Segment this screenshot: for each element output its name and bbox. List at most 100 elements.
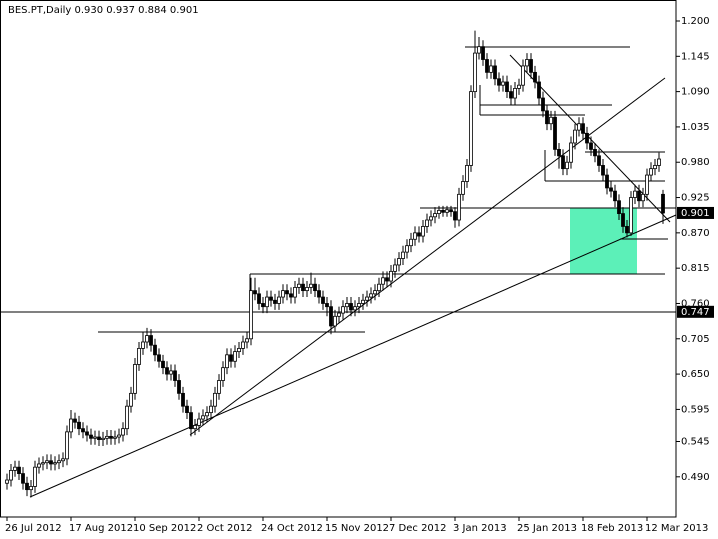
candle-body: [33, 466, 37, 487]
candle-body: [477, 46, 481, 54]
price-label: 0.747: [681, 307, 710, 318]
candle-body: [301, 283, 305, 292]
candle-body: [445, 209, 449, 213]
candle-body: [357, 303, 361, 308]
candle-body: [77, 421, 81, 430]
candle-body: [373, 290, 377, 295]
candle-body: [65, 431, 69, 460]
candle-body: [609, 187, 613, 192]
candle-body: [641, 193, 645, 202]
candle-body: [157, 354, 161, 362]
candle-body: [173, 370, 177, 381]
candle-body: [345, 303, 349, 308]
y-tick-label: 0.650: [681, 369, 710, 380]
candle-body: [561, 155, 565, 170]
candle-body: [517, 84, 521, 89]
candle-body: [613, 190, 617, 202]
candle-body: [557, 148, 561, 157]
candle-body: [21, 473, 25, 484]
x-tick-label: 24 Oct 2012: [261, 523, 323, 534]
candle-body: [205, 412, 209, 417]
candle-body: [93, 436, 97, 439]
candle-body: [365, 296, 369, 301]
candle-body: [509, 91, 513, 99]
candle-body: [245, 338, 249, 343]
candle-body: [545, 110, 549, 125]
y-tick-label: 1.090: [681, 87, 710, 98]
candle-body: [329, 306, 333, 327]
x-tick-label: 10 Sep 2012: [133, 523, 196, 534]
candle-body: [333, 315, 337, 327]
candle-body: [45, 460, 49, 464]
candle-body: [141, 341, 145, 349]
candle-body: [41, 462, 45, 465]
candle-body: [501, 81, 505, 86]
candle-body: [465, 165, 469, 182]
y-tick-label: 1.145: [681, 51, 710, 62]
candle-body: [37, 463, 41, 468]
candle-body: [313, 283, 317, 292]
candle-body: [201, 415, 205, 420]
candle-body: [233, 351, 237, 362]
candle-body: [449, 209, 453, 213]
candle-body: [493, 65, 497, 80]
candle-body: [521, 65, 525, 86]
candle-body: [321, 296, 325, 304]
candle-body: [237, 348, 241, 353]
candle-body: [125, 405, 129, 430]
candle-body: [601, 165, 605, 176]
candle-body: [101, 437, 105, 440]
candle-body: [261, 303, 265, 308]
y-tick-label: 0.815: [681, 263, 710, 274]
y-tick-label: 1.035: [681, 122, 710, 133]
candle-body: [461, 181, 465, 195]
candle-body: [213, 392, 217, 407]
candle-body: [621, 213, 625, 227]
candle-body: [661, 193, 665, 214]
x-tick-label: 25 Jan 2013: [517, 523, 577, 534]
candle-body: [305, 287, 309, 292]
y-tick-label: 0.980: [681, 157, 710, 168]
y-tick-label: 0.490: [681, 472, 710, 483]
candle-body: [197, 418, 201, 426]
candle-body: [145, 335, 149, 343]
trend-line: [29, 214, 677, 498]
candle-body: [629, 197, 633, 234]
candle-body: [401, 251, 405, 259]
candle-body: [633, 190, 637, 198]
candle-body: [53, 462, 57, 465]
candle-body: [73, 418, 77, 423]
candle-body: [153, 344, 157, 356]
candle-body: [397, 258, 401, 266]
candle-body: [309, 283, 313, 288]
candle-body: [481, 46, 485, 60]
x-tick-label: 26 Jul 2012: [5, 523, 62, 534]
candle-body: [617, 200, 621, 214]
y-tick-label: 0.705: [681, 334, 710, 345]
candle-body: [81, 428, 85, 433]
candle-body: [25, 482, 29, 491]
candle-body: [441, 209, 445, 213]
candle-body: [653, 165, 657, 170]
candle-body: [185, 405, 189, 414]
candle-body: [417, 232, 421, 237]
candle-body: [593, 148, 597, 157]
candle-body: [149, 335, 153, 346]
candle-body: [361, 299, 365, 304]
candle-body: [597, 155, 601, 166]
candle-body: [645, 174, 649, 195]
candle-body: [389, 270, 393, 282]
candle-body: [289, 293, 293, 298]
candle-body: [109, 435, 113, 439]
candle-body: [385, 277, 389, 282]
drawings: [0, 46, 677, 498]
candle-body: [469, 91, 473, 166]
candle-body: [265, 296, 269, 308]
candle-body: [285, 290, 289, 295]
candle-body: [533, 71, 537, 83]
candle-body: [573, 129, 577, 144]
candle-body: [497, 78, 501, 86]
candle-body: [85, 431, 89, 436]
candle-body: [513, 88, 517, 99]
